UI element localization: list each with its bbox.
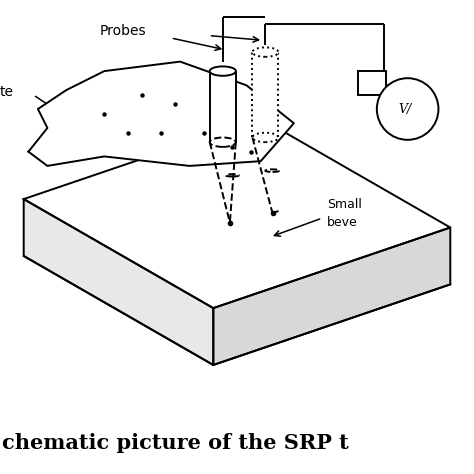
- Text: Small
beve: Small beve: [327, 198, 362, 229]
- Bar: [210, 71, 236, 142]
- Polygon shape: [213, 228, 450, 365]
- Polygon shape: [24, 118, 450, 308]
- Ellipse shape: [210, 66, 236, 76]
- Text: te: te: [0, 85, 14, 100]
- Polygon shape: [24, 199, 213, 365]
- Text: chematic picture of the SRP t: chematic picture of the SRP t: [2, 433, 349, 453]
- Text: V/: V/: [399, 102, 412, 116]
- Circle shape: [377, 78, 438, 140]
- Bar: [358, 71, 386, 95]
- Polygon shape: [28, 62, 294, 166]
- Bar: [252, 52, 279, 137]
- Ellipse shape: [252, 47, 279, 57]
- Text: Probes: Probes: [100, 24, 146, 38]
